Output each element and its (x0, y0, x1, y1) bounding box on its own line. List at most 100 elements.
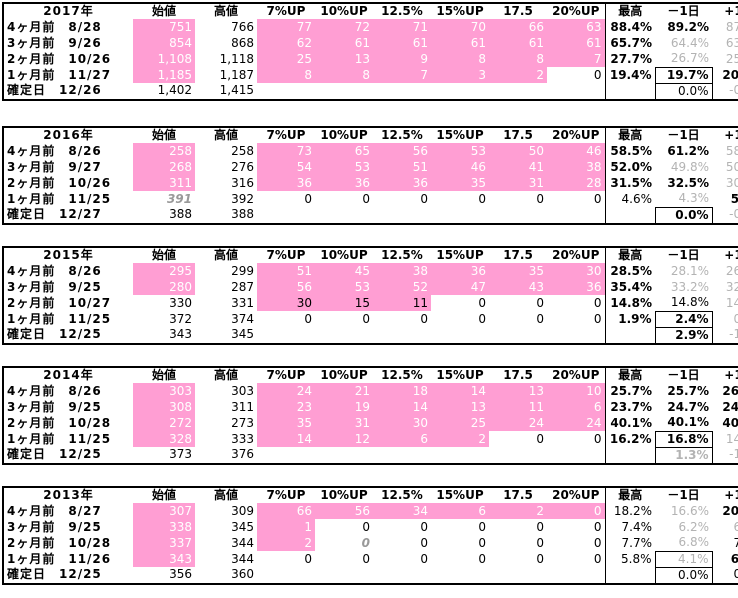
max-rate-cell (604, 207, 655, 225)
minus1-day-cell: 4.1% (654, 550, 713, 568)
row-label: 3ヶ月前 9/25 (2, 399, 133, 415)
up-count-cell: 43 (489, 279, 547, 295)
up-count-cell: 0 (420, 519, 428, 534)
row-label: 4ヶ月前 8/26 (2, 263, 133, 279)
minus1-day-cell: 14.8% (670, 295, 709, 310)
high-price-cell: 374 (231, 311, 254, 326)
up-count-cell: 0 (593, 431, 602, 446)
max-rate-cell: 88.4% (604, 19, 655, 35)
up-count-cell (431, 207, 489, 225)
up-count-cell: 2 (431, 431, 489, 447)
plus1-day-cell: 24.4% (712, 399, 738, 415)
column-header: 最高 (604, 126, 655, 143)
column-header: 15%UP (431, 2, 489, 19)
minus1-day-cell: 1.3% (654, 446, 713, 465)
row-label: 4ヶ月前 8/28 (2, 19, 133, 35)
minus1-day-cell: 19.7% (654, 66, 713, 84)
up-count-cell: 0 (304, 551, 312, 566)
plus1-day-cell: 5.4% (712, 191, 738, 207)
plus1-day-cell: 0.8% (712, 311, 738, 327)
plus1-day-cell: 26.4% (712, 263, 738, 279)
up-count-cell (489, 207, 547, 225)
up-count-cell: 0 (593, 67, 602, 82)
up-count-cell (547, 447, 605, 465)
minus1-day-cell: 24.7% (667, 399, 709, 414)
column-header: 17.5 (489, 126, 547, 143)
plus1-day-cell: 6.2% (712, 519, 738, 535)
up-count-cell: 0 (478, 295, 486, 310)
column-header: 15%UP (431, 246, 489, 263)
year-table-2: 2015年 始値 高値 7%UP 10%UP 12.5% 15%UP 17.5 20%UP 最高－… (2, 246, 738, 345)
up-count-cell: 35 (489, 263, 547, 279)
up-count-cell (315, 567, 373, 585)
up-count-cell (257, 327, 315, 345)
plus1-day-cell: 63.7% (712, 35, 738, 51)
up-count-cell: 0 (536, 295, 544, 310)
open-price-cell: 373 (133, 447, 195, 465)
column-header: 高値 (195, 246, 257, 263)
plus1-day-cell: 0.0% (712, 567, 738, 585)
column-header: 7%UP (257, 366, 315, 383)
up-count-cell: 24 (547, 415, 605, 431)
row-label: 1ヶ月前 11/25 (2, 431, 133, 447)
up-count-cell: 14 (431, 383, 489, 399)
open-price-cell: 356 (133, 567, 195, 585)
up-count-cell (547, 207, 605, 225)
minus1-day-cell: 64.4% (670, 35, 709, 50)
up-count-cell: 2 (489, 67, 547, 83)
up-count-cell: 2 (257, 535, 315, 551)
up-count-cell: 34 (373, 503, 431, 519)
up-count-cell: 25 (431, 415, 489, 431)
up-count-cell: 46 (547, 143, 605, 159)
minus1-day-cell: 2.9% (654, 326, 713, 345)
plus1-day-cell: 6.4% (712, 551, 738, 567)
row-label: 3ヶ月前 9/26 (2, 35, 133, 51)
max-rate-cell (604, 83, 655, 101)
high-price-cell: 316 (231, 175, 254, 190)
up-count-cell: 24 (257, 383, 315, 399)
up-count-cell: 23 (257, 399, 315, 415)
column-header: －1日 (655, 126, 712, 143)
high-price-cell: 311 (231, 399, 254, 414)
high-price-cell: 287 (231, 279, 254, 294)
up-count-cell (373, 207, 431, 225)
column-header: 20%UP (547, 246, 605, 263)
max-rate-cell: 31.5% (604, 175, 655, 191)
column-header: 15%UP (431, 366, 489, 383)
max-rate-cell: 58.5% (604, 143, 655, 159)
up-count-cell (489, 83, 547, 101)
up-count-cell: 0 (478, 311, 486, 326)
up-count-cell: 2 (489, 503, 547, 519)
up-count-cell: 7 (547, 51, 605, 67)
minus1-day-cell: 33.2% (670, 279, 709, 294)
up-count-cell: 70 (431, 19, 489, 35)
open-price-cell: 311 (133, 175, 195, 191)
up-count-cell (315, 207, 373, 225)
open-price-cell: 258 (133, 143, 195, 159)
up-count-cell: 50 (489, 143, 547, 159)
column-header: 7%UP (257, 246, 315, 263)
column-header: 10%UP (315, 486, 373, 503)
high-price-cell: 331 (231, 295, 254, 310)
up-count-cell: 0 (547, 503, 605, 519)
year-table-1: 2016年 始値 高値 7%UP 10%UP 12.5% 15%UP 17.5 20%UP 最高－… (2, 126, 738, 225)
max-rate-cell: 19.4% (604, 67, 655, 83)
up-count-cell (315, 327, 373, 345)
up-count-cell: 0 (420, 311, 428, 326)
year-table-4: 2013年 始値 高値 7%UP 10%UP 12.5% 15%UP 17.5 20%UP 最高－… (2, 486, 738, 585)
up-count-cell: 0 (536, 519, 544, 534)
open-price-cell: 1,402 (133, 83, 195, 101)
plus1-day-cell: -0.1% (712, 83, 738, 101)
up-count-cell (547, 327, 605, 345)
max-rate-cell: 7.4% (604, 519, 655, 535)
up-count-cell: 14 (373, 399, 431, 415)
column-header: 始値 (133, 2, 195, 19)
high-price-cell: 360 (195, 567, 257, 585)
year-label: 2017年 (2, 2, 133, 19)
